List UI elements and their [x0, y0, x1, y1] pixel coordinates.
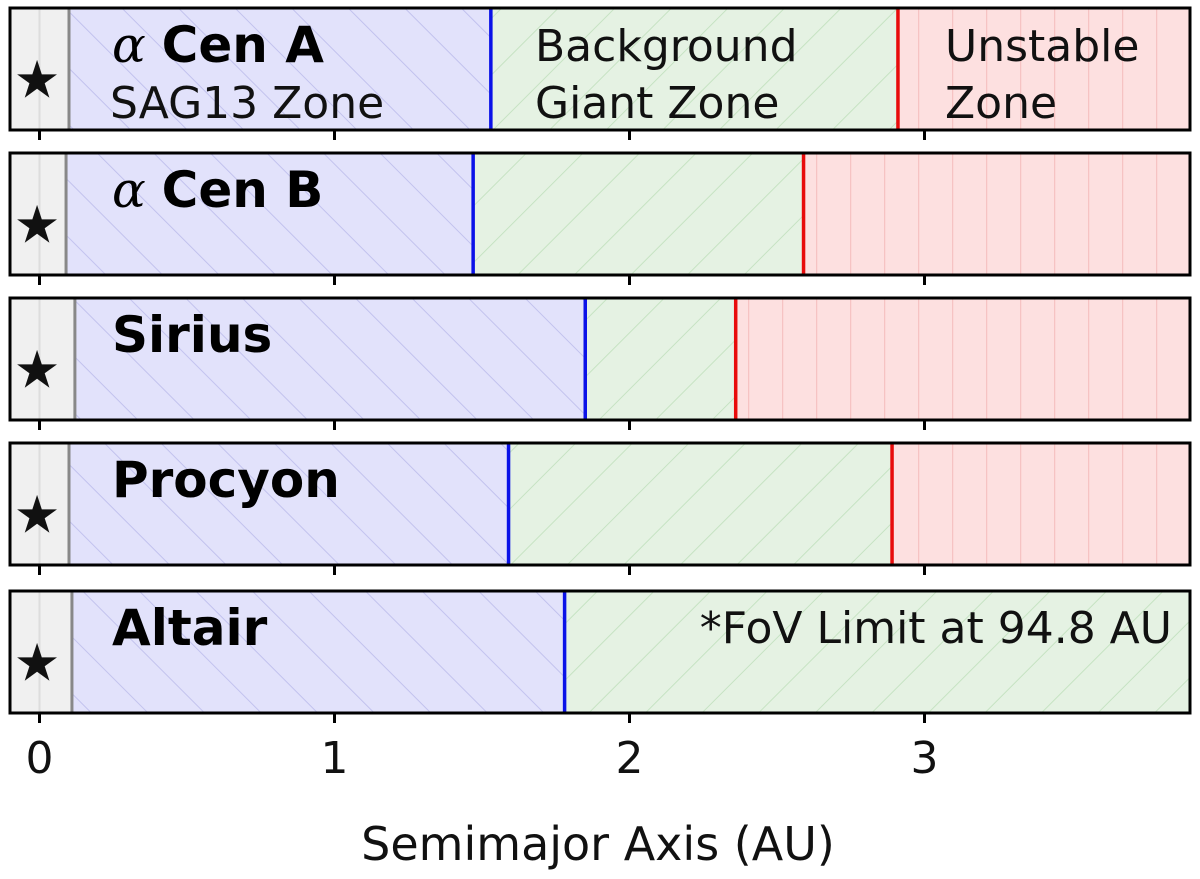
sag13-zone-hatch: [71, 591, 565, 713]
giant-zone-hatch: [585, 298, 736, 420]
giant-zone-label-line1: Background: [535, 21, 798, 72]
panel-frame: [8, 441, 1192, 567]
giant-zone-hatch: [490, 8, 898, 130]
giant-zone-hatch: [564, 591, 1190, 713]
star-name-text: Cen B: [162, 161, 324, 219]
panel-frame: [8, 151, 1192, 277]
x-tick-label: 1: [321, 733, 349, 784]
panel-frame: [8, 589, 1192, 715]
fov-limit-note: *FoV Limit at 94.8 AU: [700, 603, 1172, 654]
panel-frame: [8, 6, 1192, 132]
black-star-icon: ★: [14, 196, 61, 256]
panel-sirius: ★ Sirius: [8, 296, 1192, 430]
x-tick-label: 3: [911, 733, 939, 784]
star-name-label: α Cen B: [112, 161, 323, 219]
giant-zone-label-line2: Giant Zone: [535, 78, 779, 129]
panel-cen-b: ★ α Cen B: [8, 151, 1192, 285]
unstable-zone-hatch: [892, 443, 1190, 565]
black-star-icon: ★: [14, 634, 61, 694]
unstable-zone-label-line2: Zone: [945, 78, 1057, 129]
unstable-zone-label-line1: Unstable: [945, 21, 1139, 72]
star-region: [10, 298, 75, 420]
giant-zone-hatch: [508, 443, 893, 565]
panel-frame: [8, 296, 1192, 422]
black-star-icon: ★: [14, 341, 61, 401]
star-name-text: Altair: [112, 599, 268, 657]
sag13-zone-hatch: [74, 298, 586, 420]
unstable-zone-hatch: [803, 153, 1190, 275]
star-name-label: Procyon: [112, 451, 340, 509]
sag13-zone-hatch: [66, 153, 474, 275]
x-tick-label: 2: [616, 733, 644, 784]
x-axis-label: Semimajor Axis (AU): [361, 817, 835, 871]
star-region: [10, 591, 72, 713]
x-axis: 0 1 2 3: [26, 733, 939, 784]
star-region: [10, 153, 67, 275]
star-name-text: Procyon: [112, 451, 340, 509]
sag13-zone-hatch: [69, 8, 491, 130]
star-name-greek-letter: α: [112, 16, 162, 74]
star-name-text: Sirius: [112, 306, 272, 364]
unstable-zone-hatch: [897, 8, 1190, 130]
giant-zone-hatch: [473, 153, 804, 275]
sag13-zone-label: SAG13 Zone: [110, 78, 384, 129]
unstable-zone-hatch: [735, 298, 1190, 420]
star-name-label: Sirius: [112, 306, 272, 364]
black-star-icon: ★: [14, 486, 61, 546]
black-star-icon: ★: [14, 51, 61, 111]
star-name-label: α Cen A: [112, 16, 324, 74]
panel-procyon: ★ Procyon: [8, 441, 1192, 575]
panel-altair: ★ Altair *FoV Limit at 94.8 AU: [8, 589, 1192, 723]
x-tick-label: 0: [26, 733, 54, 784]
star-name-greek-letter: α: [112, 161, 162, 219]
star-name-label: Altair: [112, 599, 268, 657]
star-name-text: Cen A: [162, 16, 325, 74]
sag13-zone-hatch: [69, 443, 509, 565]
